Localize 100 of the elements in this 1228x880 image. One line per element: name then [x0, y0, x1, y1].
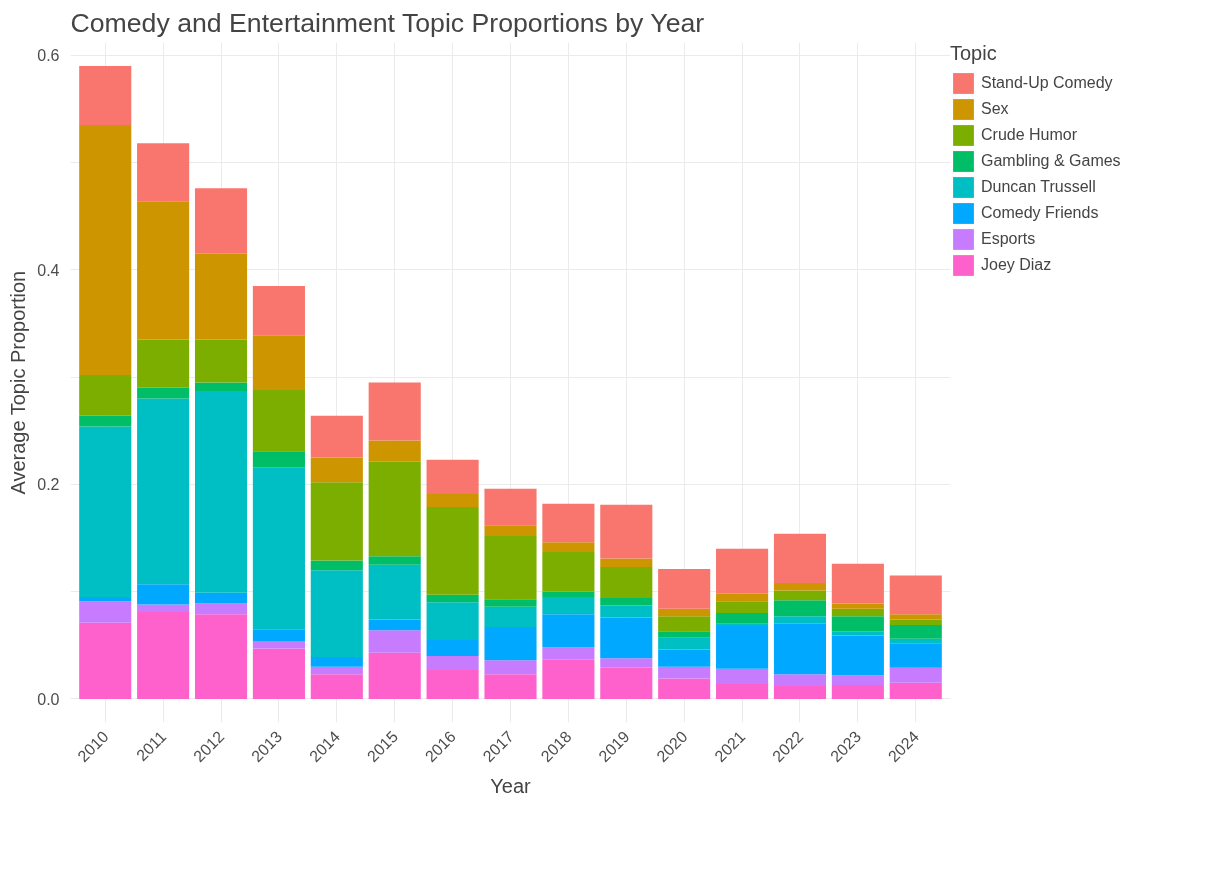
- bar: [600, 605, 653, 618]
- bar: [310, 560, 363, 571]
- bar: [600, 566, 653, 599]
- bar: [79, 374, 132, 416]
- bar: [252, 629, 305, 641]
- bar: [137, 143, 190, 202]
- bar: [889, 614, 942, 620]
- bar: [773, 616, 827, 624]
- bar: [716, 668, 769, 684]
- bar: [542, 647, 595, 660]
- bar: [79, 597, 132, 602]
- bar: [252, 467, 305, 630]
- bar: [426, 506, 479, 595]
- bar: [831, 603, 884, 609]
- bar: [542, 659, 595, 699]
- legend-label: Esports: [981, 229, 1036, 249]
- bar: [310, 482, 363, 561]
- bar: [716, 593, 769, 602]
- bar: [542, 542, 595, 552]
- bar: [137, 584, 190, 605]
- bar: [310, 415, 363, 458]
- bar: [889, 682, 942, 699]
- legend-label: Joey Diaz: [981, 255, 1052, 275]
- bar: [194, 391, 248, 593]
- bar: [79, 426, 132, 598]
- bar: [773, 674, 827, 687]
- bar: [658, 616, 711, 632]
- bar: [658, 631, 711, 638]
- legend-title: Topic: [950, 42, 998, 65]
- legend-label: Gambling & Games: [981, 151, 1121, 171]
- bar: [194, 614, 248, 699]
- bar: [194, 188, 248, 254]
- bar: [79, 125, 132, 375]
- bar: [368, 556, 421, 565]
- bar: [658, 678, 711, 699]
- chart-title: Comedy and Entertainment Topic Proportions by Year: [70, 7, 705, 38]
- bar: [773, 583, 827, 591]
- bar: [542, 597, 595, 615]
- bar: [831, 631, 884, 636]
- bar: [831, 635, 884, 676]
- bar: [137, 387, 190, 399]
- bar: [600, 658, 653, 668]
- bar: [194, 339, 248, 383]
- bar: [716, 548, 769, 594]
- bar: [252, 335, 305, 391]
- bar: [368, 461, 421, 557]
- bar: [484, 674, 537, 699]
- bar: [426, 459, 479, 495]
- bar: [542, 591, 595, 598]
- bar: [79, 66, 132, 126]
- bar: [889, 638, 942, 644]
- bar: [252, 640, 305, 649]
- bar: [194, 253, 248, 340]
- bar: [426, 594, 479, 603]
- bar: [831, 608, 884, 617]
- bar: [484, 599, 537, 607]
- bar: [368, 382, 421, 441]
- bar: [831, 675, 884, 685]
- bar: [79, 601, 132, 623]
- bar: [252, 451, 305, 468]
- y-tick-label: 0.6: [37, 47, 60, 65]
- y-axis-title: Average Topic Proportion: [7, 270, 30, 495]
- bar: [716, 625, 769, 669]
- bar: [137, 201, 190, 340]
- bar: [889, 575, 942, 615]
- legend-label: Comedy Friends: [981, 203, 1099, 223]
- x-axis-title: Year: [490, 775, 532, 798]
- bar: [310, 570, 363, 658]
- bar: [137, 604, 190, 613]
- bar: [368, 630, 421, 653]
- legend-label: Stand-Up Comedy: [981, 73, 1113, 93]
- bar: [658, 637, 711, 650]
- bar: [137, 612, 190, 699]
- bar: [79, 415, 132, 427]
- bar: [658, 569, 711, 609]
- bar: [716, 623, 769, 626]
- bar: [310, 657, 363, 667]
- bar: [252, 648, 305, 699]
- bar: [716, 613, 769, 624]
- y-tick-label: 0.4: [37, 261, 60, 279]
- bar: [773, 686, 827, 699]
- bar: [426, 602, 479, 640]
- bar: [600, 667, 653, 699]
- bar: [484, 488, 537, 526]
- bar: [831, 684, 884, 699]
- legend-label: Duncan Trussell: [981, 177, 1096, 197]
- bar: [194, 382, 248, 392]
- bar: [542, 614, 595, 648]
- bar: [600, 504, 653, 559]
- bar: [889, 667, 942, 683]
- bar: [773, 623, 827, 675]
- legend-label: Sex: [981, 99, 1009, 119]
- bar: [368, 564, 421, 620]
- bar: [600, 617, 653, 659]
- bar: [426, 639, 479, 656]
- legend-label: Crude Humor: [981, 125, 1078, 145]
- bar: [252, 285, 305, 336]
- bar: [368, 652, 421, 699]
- bar: [79, 622, 132, 699]
- bar: [716, 601, 769, 614]
